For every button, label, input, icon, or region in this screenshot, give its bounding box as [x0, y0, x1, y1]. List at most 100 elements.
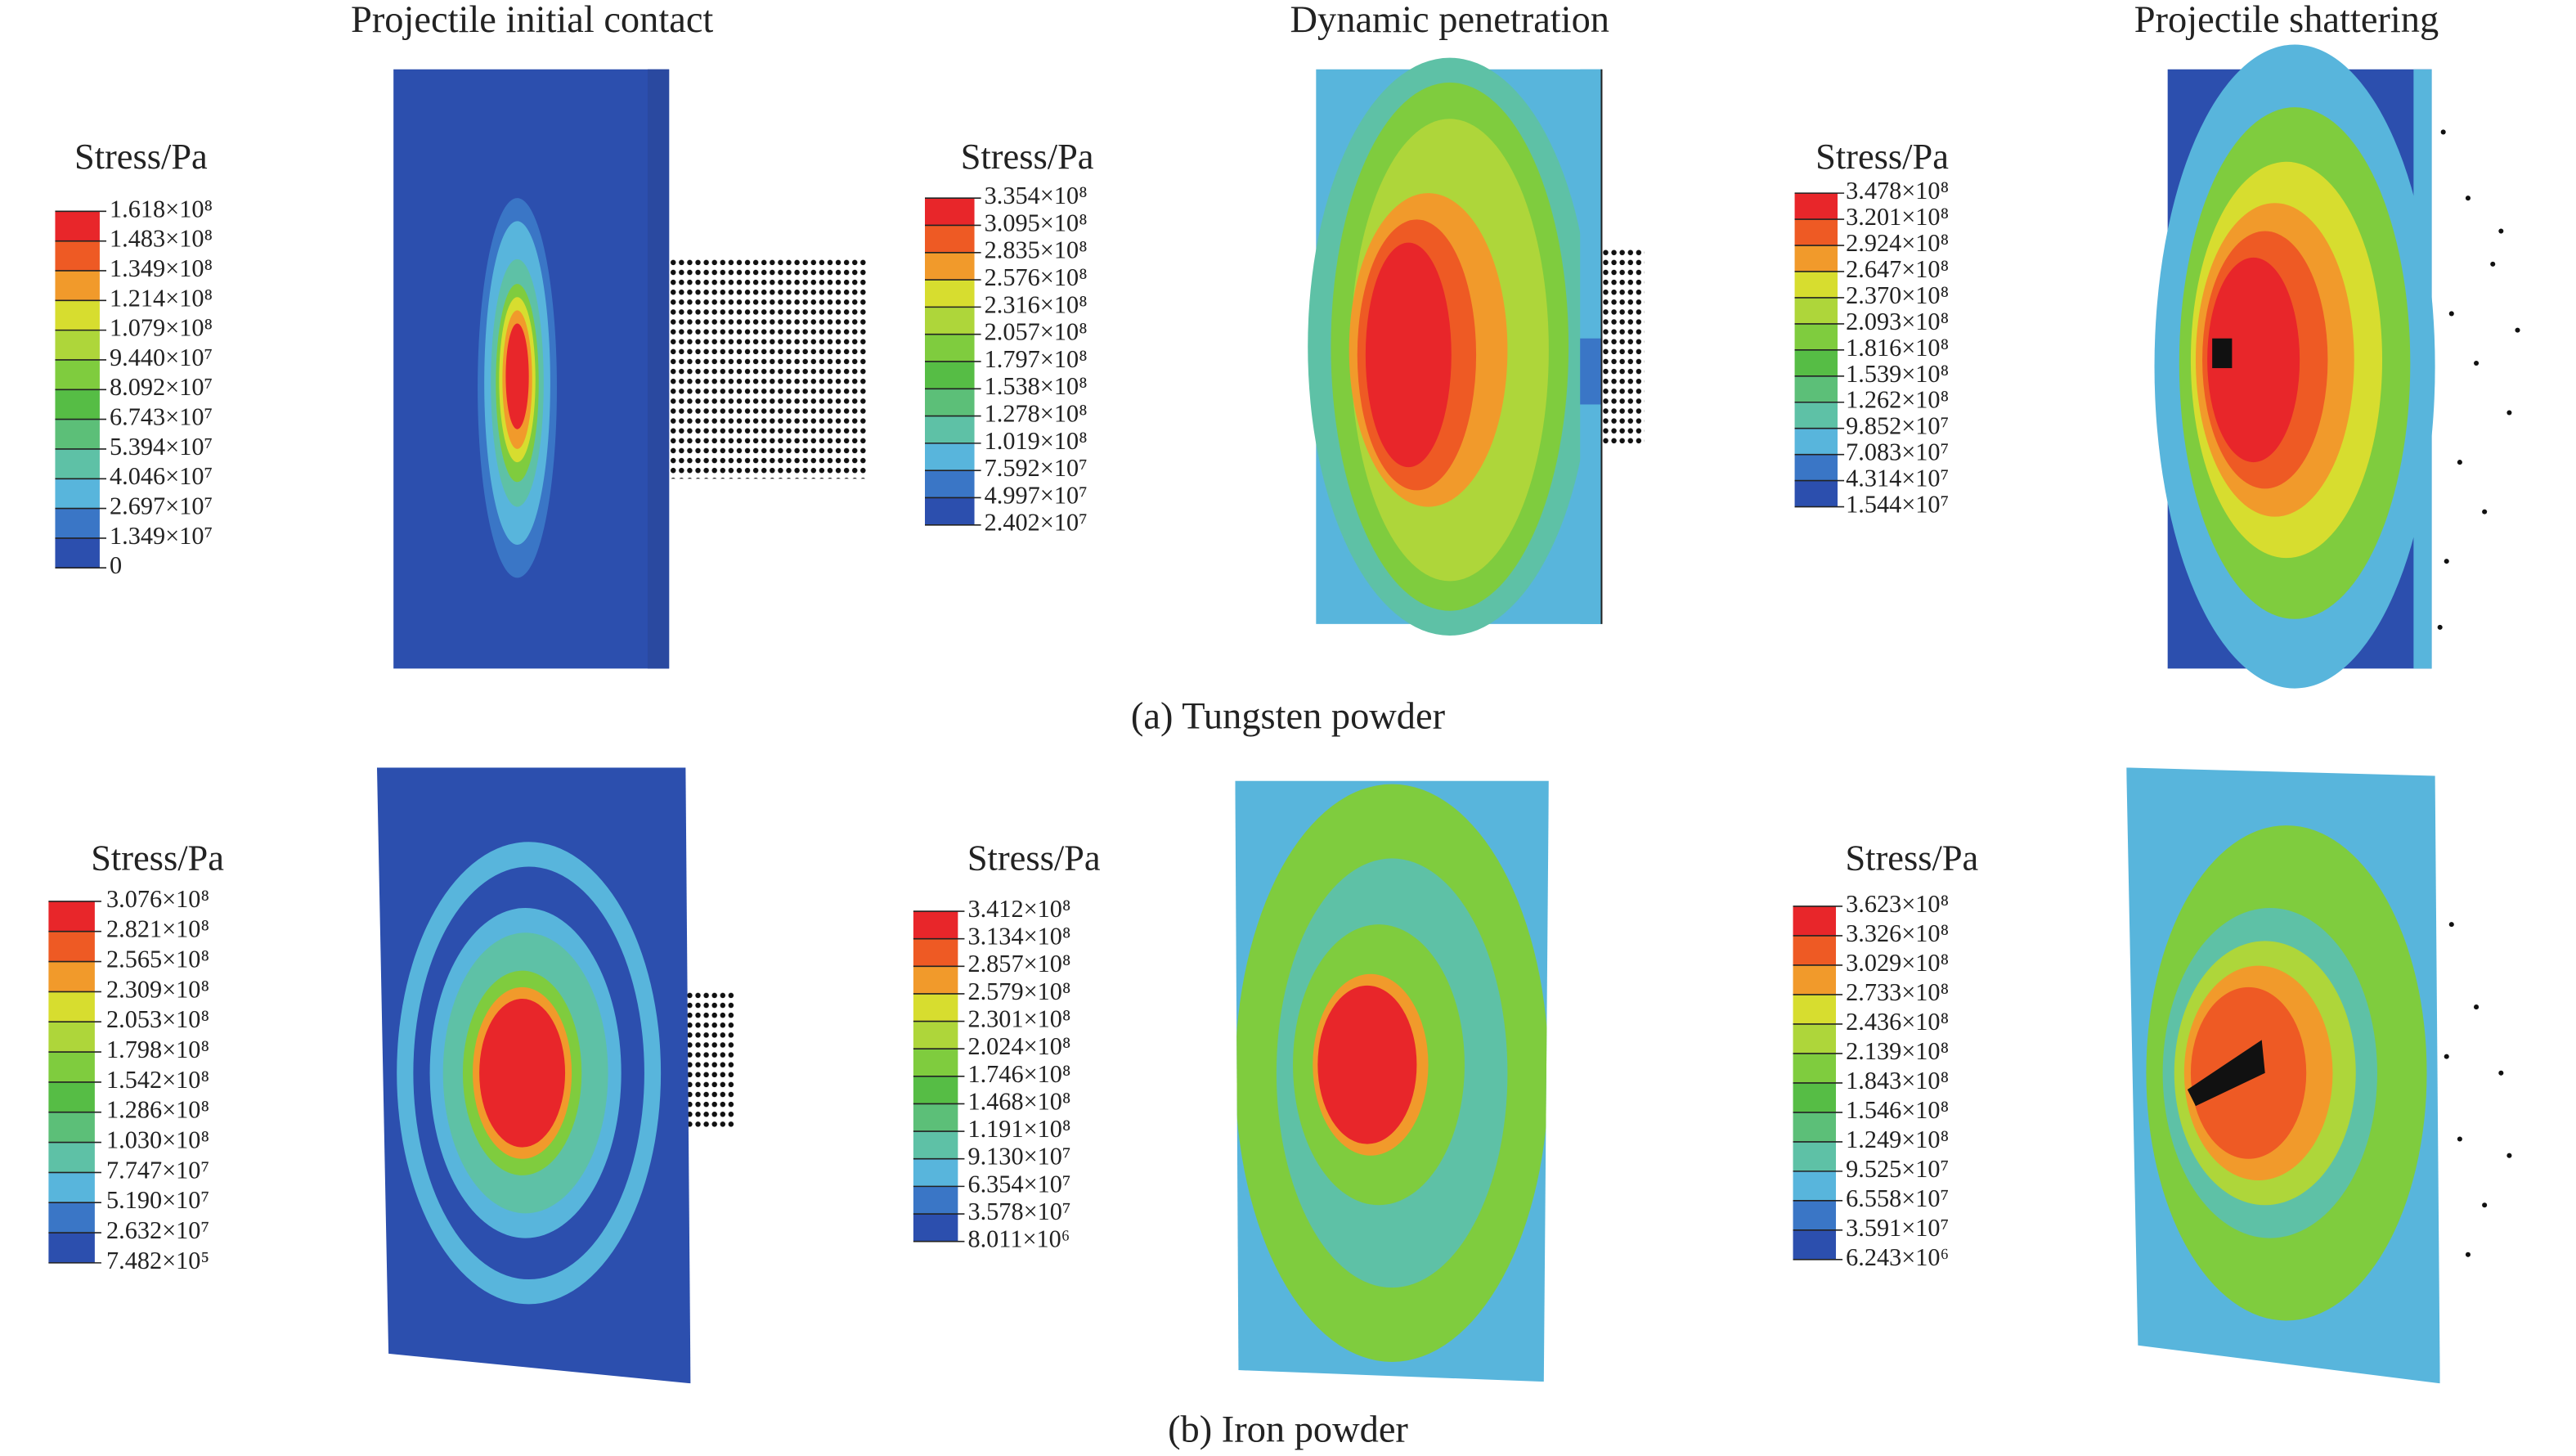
legend-band — [55, 448, 100, 479]
legend-title: Stress/Pa — [91, 838, 224, 879]
legend-label: 2.316×10⁸ — [985, 290, 1088, 318]
legend-label: 9.440×10⁷ — [110, 344, 213, 371]
legend-band — [1794, 297, 1838, 324]
legend-band — [913, 1103, 958, 1132]
legend-label: 1.019×10⁸ — [985, 427, 1088, 455]
legend-label: 7.482×10⁵ — [106, 1247, 209, 1274]
legend-band — [925, 389, 975, 416]
legend-band — [48, 1052, 95, 1082]
legend-band — [925, 252, 975, 281]
legend-label: 1.262×10⁸ — [1846, 386, 1949, 414]
legend-band — [913, 911, 958, 939]
legend-band — [913, 1021, 958, 1049]
legend-label: 2.093×10⁸ — [1846, 308, 1949, 335]
legend-label: 8.011×10⁶ — [967, 1225, 1070, 1253]
legend-label: 4.046×10⁷ — [110, 462, 213, 490]
legend-label: 1.797×10⁸ — [985, 345, 1088, 373]
legend-band — [1794, 245, 1838, 272]
legend-label: 3.623×10⁸ — [1846, 890, 1949, 918]
legend-band — [925, 198, 975, 226]
legend-label: 2.697×10⁷ — [110, 492, 213, 520]
legend-label: 2.857×10⁸ — [967, 950, 1070, 977]
legend-label: 3.029×10⁸ — [1846, 949, 1949, 977]
legend-band — [1793, 994, 1837, 1024]
legend-label: 2.402×10⁷ — [985, 509, 1088, 537]
column-title: Projectile shattering — [2134, 0, 2439, 41]
legend-label: 2.576×10⁸ — [985, 263, 1088, 291]
column-title: Dynamic penetration — [1290, 0, 1609, 41]
legend-label: 2.733×10⁸ — [1846, 978, 1949, 1006]
legend-label: 1.843×10⁸ — [1846, 1067, 1949, 1094]
legend-label: 4.314×10⁷ — [1846, 465, 1949, 492]
legend-band — [55, 389, 100, 420]
legend-label: 1.618×10⁸ — [110, 195, 213, 222]
legend-band — [913, 1131, 958, 1159]
legend-label: 3.578×10⁷ — [967, 1198, 1070, 1225]
legend-band — [1794, 193, 1838, 220]
legend-band — [913, 1186, 958, 1215]
legend-label: 2.835×10⁸ — [985, 236, 1088, 264]
legend-label: 9.130×10⁷ — [967, 1143, 1070, 1171]
legend-band — [1793, 1112, 1837, 1142]
legend-label: 2.370×10⁸ — [1846, 281, 1949, 309]
panel-caption: (b) Iron powder — [1168, 1409, 1408, 1450]
legend-band — [48, 1022, 95, 1053]
legend-label: 2.057×10⁸ — [985, 318, 1088, 346]
legend-label: 2.139×10⁸ — [1846, 1037, 1949, 1065]
legend-band — [913, 1049, 958, 1076]
legend-label: 3.095×10⁸ — [985, 209, 1088, 236]
legend-band — [48, 1112, 95, 1143]
legend-band — [1794, 454, 1838, 481]
legend-band — [1794, 349, 1838, 376]
legend-band — [925, 280, 975, 308]
legend-band — [1794, 375, 1838, 402]
legend-band — [48, 961, 95, 992]
legend-label: 5.394×10⁷ — [110, 433, 213, 461]
legend-label: 9.525×10⁷ — [1846, 1155, 1949, 1183]
legend-label: 1.349×10⁸ — [110, 254, 213, 282]
legend-label: 6.558×10⁷ — [1846, 1184, 1949, 1212]
legend-title: Stress/Pa — [1845, 838, 1978, 879]
legend-label: 3.076×10⁸ — [106, 885, 209, 913]
legend-band — [1794, 219, 1838, 246]
legend-label: 7.747×10⁷ — [106, 1156, 209, 1184]
legend-label: 3.412×10⁸ — [967, 895, 1070, 923]
legend-label: 1.746×10⁸ — [967, 1060, 1070, 1088]
legend-band — [48, 991, 95, 1022]
legend-band — [925, 225, 975, 253]
contour-image — [1308, 57, 1645, 636]
legend-band — [55, 240, 100, 271]
legend-band — [48, 1202, 95, 1234]
legend-label: 8.092×10⁷ — [110, 373, 213, 401]
legend-label: 1.468×10⁸ — [967, 1087, 1070, 1115]
legend-label: 2.024×10⁸ — [967, 1032, 1070, 1060]
legend-band — [925, 470, 975, 498]
legend-band — [48, 931, 95, 962]
legend-band — [1793, 1082, 1837, 1112]
legend-band — [55, 537, 100, 568]
legend-band — [1793, 906, 1837, 936]
legend-band — [48, 901, 95, 932]
legend-band — [1793, 1053, 1837, 1083]
legend-label: 1.349×10⁷ — [110, 522, 213, 550]
legend-title: Stress/Pa — [74, 136, 208, 177]
legend-band — [1794, 402, 1838, 429]
legend-label: 3.354×10⁸ — [985, 182, 1088, 209]
legend-band — [48, 1172, 95, 1203]
legend-band — [48, 1233, 95, 1263]
legend-label: 6.354×10⁷ — [967, 1170, 1070, 1198]
legend-band — [1794, 271, 1838, 298]
legend-band — [925, 361, 975, 389]
column-title: Projectile initial contact — [351, 0, 713, 41]
legend-label: 5.190×10⁷ — [106, 1186, 209, 1214]
legend-label: 1.191×10⁸ — [967, 1115, 1070, 1143]
legend-band — [925, 307, 975, 335]
legend-label: 1.079×10⁸ — [110, 314, 213, 342]
legend-label: 1.249×10⁸ — [1846, 1126, 1949, 1153]
legend-band — [925, 497, 975, 525]
legend-band — [48, 1142, 95, 1173]
legend-label: 3.326×10⁸ — [1846, 919, 1949, 947]
legend-band — [55, 211, 100, 241]
